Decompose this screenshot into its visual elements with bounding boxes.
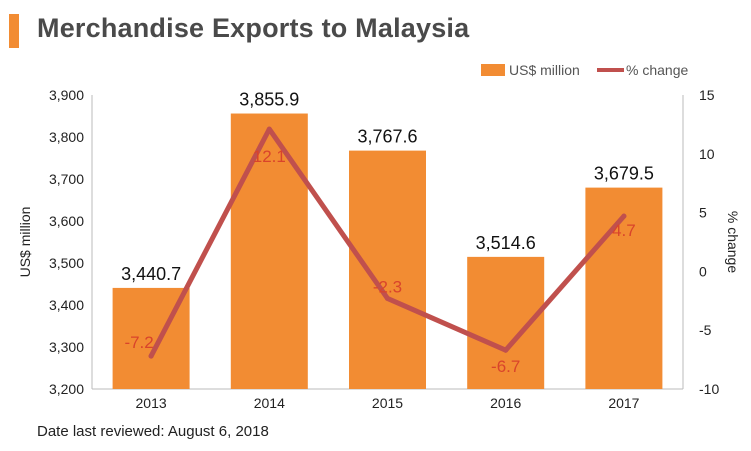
x-tick-label: 2017 [608, 395, 639, 411]
bar-2014 [230, 113, 308, 389]
line-point [621, 213, 627, 219]
line-value-label: -2.3 [373, 277, 402, 296]
right-tick-label: -5 [699, 322, 712, 338]
left-axis-ticks: 3,200 3,300 3,400 3,500 3,600 3,700 3,800 3,900 [49, 87, 84, 397]
bar-series [112, 113, 663, 389]
line-data-labels: -7.2 12.1 -2.3 -6.7 4.7 [124, 147, 635, 376]
line-value-label: 12.1 [253, 147, 286, 166]
line-value-label: -6.7 [491, 357, 520, 376]
legend: US$ million % change [481, 62, 688, 78]
left-tick-label: 3,800 [49, 129, 84, 145]
line-series [148, 126, 627, 359]
title-accent-bar [9, 14, 19, 48]
bar-value-label: 3,855.9 [239, 90, 299, 110]
bar-value-label: 3,679.5 [594, 164, 654, 184]
legend-bar-label: US$ million [509, 62, 580, 78]
bar-value-label: 3,514.6 [476, 233, 536, 253]
right-tick-label: 0 [699, 263, 707, 279]
chart-title: Merchandise Exports to Malaysia [37, 13, 470, 43]
bar-value-label: 3,440.7 [121, 264, 181, 284]
left-tick-label: 3,400 [49, 297, 84, 313]
left-tick-label: 3,900 [49, 87, 84, 103]
left-tick-label: 3,700 [49, 171, 84, 187]
bar-2017 [585, 187, 663, 389]
x-tick-label: 2015 [372, 395, 403, 411]
right-axis-title: % change [725, 211, 741, 273]
bar-data-labels: 3,440.7 3,855.9 3,767.6 3,514.6 3,679.5 [121, 90, 654, 284]
right-tick-label: 5 [699, 205, 707, 221]
right-axis-ticks: -10 -5 0 5 10 15 [699, 87, 719, 397]
line-point [148, 353, 154, 359]
x-tick-label: 2016 [490, 395, 521, 411]
x-tick-label: 2013 [136, 395, 167, 411]
left-tick-label: 3,200 [49, 381, 84, 397]
line-point [385, 295, 390, 301]
x-axis-ticks: 2013 2014 2015 2016 2017 [136, 395, 640, 411]
footer-note: Date last reviewed: August 6, 2018 [37, 423, 269, 440]
legend-line-label: % change [626, 62, 688, 78]
right-tick-label: 10 [699, 146, 715, 162]
left-axis-title: US$ million [17, 207, 33, 278]
left-tick-label: 3,600 [49, 213, 84, 229]
left-tick-label: 3,300 [49, 339, 84, 355]
x-tick-label: 2014 [254, 395, 285, 411]
line-point [266, 126, 272, 132]
bar-2015 [349, 150, 426, 389]
right-tick-label: -10 [699, 381, 719, 397]
line-value-label: -7.2 [124, 333, 153, 352]
line-point [503, 347, 509, 353]
left-tick-label: 3,500 [49, 255, 84, 271]
bar-value-label: 3,767.6 [357, 127, 417, 147]
line-value-label: 4.7 [612, 221, 636, 240]
legend-bar-swatch [481, 64, 505, 76]
right-tick-label: 15 [699, 87, 715, 103]
